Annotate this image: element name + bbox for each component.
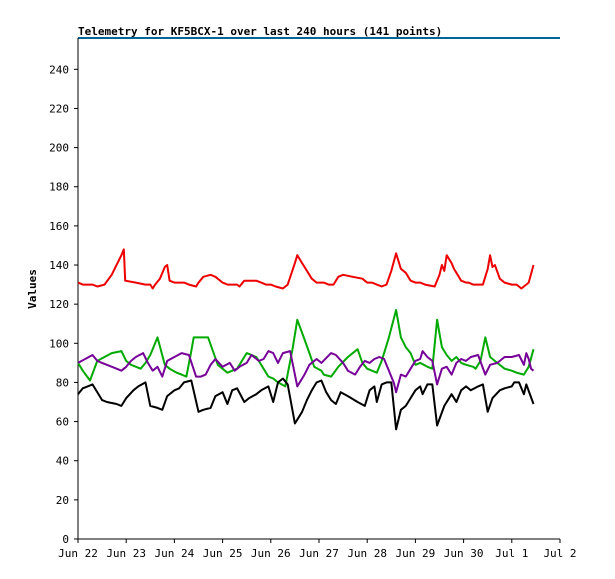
series-line-3 <box>77 350 535 394</box>
x-tick-label: Jun 29 <box>396 547 436 560</box>
x-tick-label: Jun 27 <box>299 547 339 560</box>
series-layer <box>77 248 535 431</box>
chart-title: Telemetry for KF5BCX-1 over last 240 hou… <box>78 25 442 38</box>
x-tick-label: Jun 24 <box>155 547 195 560</box>
x-tick-label: Jun 22 <box>58 547 98 560</box>
series-line-1 <box>77 248 535 290</box>
x-tick-label: Jul 1 <box>495 547 528 560</box>
y-tick-label: 100 <box>49 337 69 350</box>
series-line-2 <box>77 309 535 388</box>
x-tick-label: Jun 23 <box>106 547 146 560</box>
y-tick-label: 60 <box>56 416 69 429</box>
axes: 0 20 40 60 80 100 120 140 160 180 200 220 240 Jun 22 J… <box>49 38 577 560</box>
y-tick-label: 0 <box>62 533 69 546</box>
y-tick-label: 180 <box>49 181 69 194</box>
y-tick-label: 220 <box>49 102 69 115</box>
y-tick-label: 140 <box>49 259 69 272</box>
x-tick-label: Jul 2 <box>543 547 576 560</box>
x-tick-label: Jun 30 <box>444 547 484 560</box>
series-line-4 <box>77 377 535 431</box>
y-tick-label: 240 <box>49 63 69 76</box>
y-tick-label: 80 <box>56 376 69 389</box>
x-tick-label: Jun 26 <box>251 547 291 560</box>
x-tick-label: Jun 28 <box>347 547 387 560</box>
y-tick-label: 200 <box>49 142 69 155</box>
y-axis-label: Values <box>26 269 39 309</box>
y-tick-label: 160 <box>49 220 69 233</box>
y-tick-label: 120 <box>49 298 69 311</box>
x-tick-label: Jun 25 <box>203 547 243 560</box>
y-tick-label: 20 <box>56 494 69 507</box>
y-tick-label: 40 <box>56 455 69 468</box>
